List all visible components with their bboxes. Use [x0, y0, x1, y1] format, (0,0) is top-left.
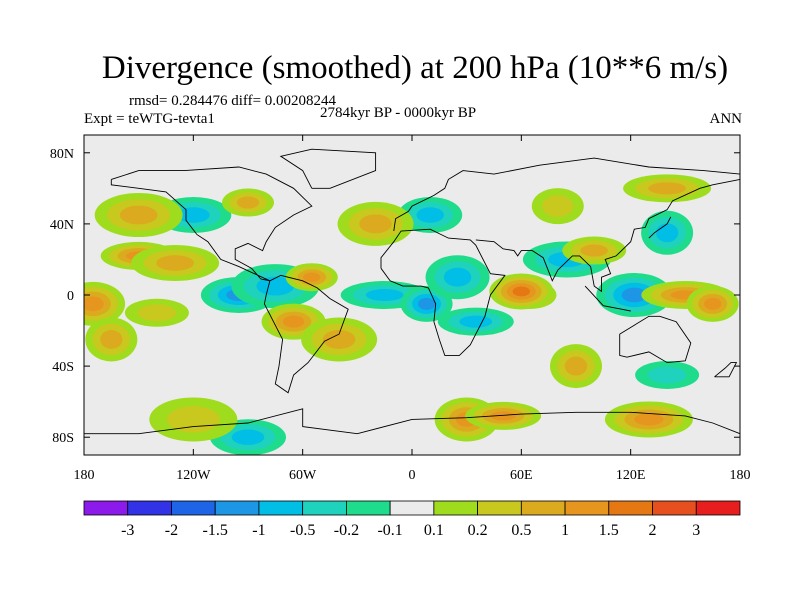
y-tick-label: 0: [67, 289, 74, 304]
colorbar-label: -2: [165, 522, 178, 539]
coastline: [619, 315, 692, 364]
coastline: [84, 408, 741, 435]
colorbar-label: 2: [649, 522, 657, 539]
anomaly-contour: [119, 205, 158, 225]
anomaly-contour: [137, 304, 177, 322]
colorbar-label: 0.2: [468, 522, 488, 539]
y-tick-label: 40S: [52, 360, 74, 375]
colorbar-box: [345, 500, 391, 516]
coastline: [263, 274, 349, 394]
coastline: [648, 216, 672, 239]
colorbar-box: [608, 500, 653, 516]
anomaly-contour: [177, 207, 210, 223]
coastline: [110, 166, 313, 282]
anomaly-contour: [542, 195, 574, 217]
anomaly-contour: [231, 429, 265, 445]
anomaly-contour: [490, 411, 516, 421]
x-tick-label: 60E: [510, 468, 533, 483]
colorbar-label: -1.5: [203, 522, 228, 539]
colorbar-box: [433, 500, 479, 516]
anomaly-blobs: [84, 174, 739, 455]
colorbar-box: [695, 500, 741, 516]
x-tick-label: 0: [409, 468, 416, 483]
anomaly-contour: [704, 297, 722, 310]
anomaly-contour: [459, 315, 493, 328]
y-tick-label: 80N: [50, 147, 74, 162]
x-tick-label: 180: [74, 468, 95, 483]
coastline: [584, 285, 631, 312]
anomaly-contour: [256, 276, 295, 296]
colorbar-label: 0.1: [424, 522, 444, 539]
anomaly-contour: [416, 207, 444, 223]
x-tick-label: 120E: [616, 468, 646, 483]
colorbar-box: [127, 500, 172, 516]
colorbar-label: 1: [561, 522, 569, 539]
colorbar: -3 -2 -1.5 -1 -0.5 -0.2 -0.1 0.1 0.2 0.5 1 1.5 2 3: [83, 500, 741, 539]
colorbar-label: -0.2: [334, 522, 359, 539]
anomaly-contour: [84, 296, 104, 312]
anomaly-contour: [564, 356, 588, 376]
anomaly-contour: [621, 287, 647, 303]
coastlines: [84, 148, 741, 435]
colorbar-box: [652, 500, 697, 516]
coastline: [380, 228, 506, 356]
chart-title: Divergence (smoothed) at 200 hPa (10**6 …: [101, 50, 729, 86]
x-tick-label: 120W: [176, 468, 211, 483]
anomaly-field: [84, 135, 740, 455]
colorbar-label: 0.5: [511, 522, 531, 539]
anomaly-contour: [322, 330, 356, 349]
colorbar-box: [214, 500, 260, 516]
coastline: [279, 148, 377, 189]
colorbar-label: -0.1: [377, 522, 402, 539]
anomaly-contour: [365, 289, 404, 301]
colorbar-label: 3: [692, 522, 700, 539]
anomaly-contour: [443, 267, 472, 287]
season-label: ANN: [709, 111, 743, 127]
colorbar-box: [389, 500, 435, 516]
y-axis: 80N 40N 0 40S 80S: [50, 147, 740, 446]
x-tick-label: 180: [730, 468, 751, 483]
anomaly-contour: [100, 330, 123, 349]
x-tick-label: 60W: [289, 468, 317, 483]
anomaly-contour: [303, 272, 321, 282]
colorbar-label: -3: [121, 522, 134, 539]
colorbar-box: [477, 500, 522, 516]
colorbar-box: [83, 500, 129, 516]
coastline: [714, 362, 738, 378]
colorbar-label: 1.5: [599, 522, 619, 539]
colorbar-box: [258, 500, 304, 516]
anomaly-contour: [648, 182, 686, 195]
coastline: [475, 178, 741, 293]
anomaly-contour: [580, 244, 608, 257]
colorbar-box: [564, 500, 610, 516]
anomaly-contour: [282, 315, 305, 328]
x-axis: 180 120W 60W 0 60E 120E 180: [74, 135, 751, 483]
colorbar-box: [520, 500, 566, 516]
anomaly-contour: [417, 297, 436, 310]
stats-line: rmsd= 0.284476 diff= 0.00208244: [129, 93, 337, 109]
period-label: 2784kyr BP - 0000kyr BP: [320, 105, 477, 121]
y-tick-label: 40N: [50, 218, 74, 233]
y-tick-label: 80S: [52, 431, 74, 446]
anomaly-contour: [647, 366, 687, 384]
anomaly-contour: [512, 286, 531, 297]
anomaly-contour: [156, 255, 194, 271]
anomaly-contour: [236, 196, 260, 209]
anomaly-contour: [655, 223, 679, 243]
anomaly-contour: [634, 413, 664, 426]
colorbar-label: -0.5: [290, 522, 315, 539]
colorbar-box: [171, 500, 216, 516]
colorbar-box: [302, 500, 347, 516]
experiment-label: Expt = teWTG-tevta1: [84, 111, 215, 127]
coastline: [393, 157, 741, 232]
colorbar-label: -1: [252, 522, 265, 539]
anomaly-contour: [359, 214, 392, 234]
